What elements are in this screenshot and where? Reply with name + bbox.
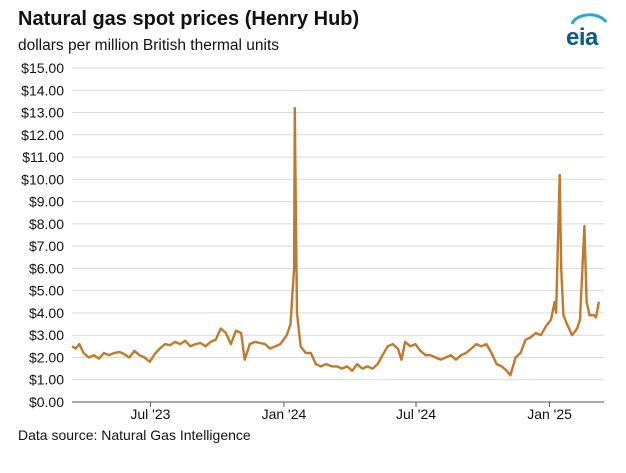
y-tick-label: $13.00	[21, 105, 64, 121]
y-tick-label: $15.00	[21, 60, 64, 76]
y-tick-label: $12.00	[21, 127, 64, 143]
y-tick-label: $11.00	[22, 149, 64, 165]
eia-logo: eia	[566, 8, 612, 51]
x-tick-label: Jan '25	[527, 406, 572, 422]
data-source: Data source: Natural Gas Intelligence	[18, 427, 251, 443]
logo-arc-icon	[570, 13, 608, 25]
logo-text: eia	[566, 24, 598, 51]
x-tick-label: Jan '24	[262, 406, 307, 422]
grid-lines	[72, 67, 604, 381]
price-series-line	[71, 106, 601, 377]
chart-subtitle: dollars per million British thermal unit…	[18, 37, 280, 54]
y-tick-label: $9.00	[29, 194, 64, 210]
x-tick-label: Jul '24	[396, 406, 436, 422]
y-tick-label: $7.00	[29, 238, 64, 254]
x-tick-label: Jul '23	[130, 406, 170, 422]
y-tick-label: $4.00	[29, 305, 64, 321]
y-tick-label: $0.00	[29, 394, 64, 410]
chart-title: Natural gas spot prices (Henry Hub)	[18, 8, 360, 30]
y-axis-ticks: $0.00 $1.00 $2.00 $3.00 $4.00 $5.00 $6.00 $7.00…	[21, 60, 64, 410]
y-tick-label: $8.00	[29, 216, 64, 232]
y-tick-label: $1.00	[29, 372, 64, 388]
x-axis-ticks: Jul '23 Jan '24 Jul '24 Jan '25	[130, 402, 572, 422]
y-tick-label: $6.00	[29, 260, 64, 276]
y-tick-label: $2.00	[29, 349, 64, 365]
y-tick-label: $5.00	[29, 283, 64, 299]
y-tick-label: $14.00	[21, 82, 64, 98]
y-tick-label: $10.00	[21, 171, 64, 187]
y-tick-label: $3.00	[29, 327, 64, 343]
